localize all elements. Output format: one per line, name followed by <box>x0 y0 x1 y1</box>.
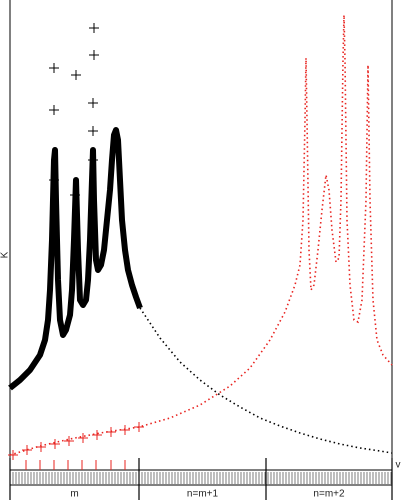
plus-marker <box>120 425 130 435</box>
plus-marker <box>88 126 98 136</box>
dotted-line <box>9 14 393 456</box>
plus-marker <box>88 155 98 165</box>
plus-marker <box>106 427 116 437</box>
dotted-line <box>139 307 393 454</box>
dense-marker-band <box>8 127 143 391</box>
plus-marker <box>70 190 80 200</box>
plus-marker <box>49 63 59 73</box>
section-label: n=m+2 <box>313 489 345 500</box>
plus-marker <box>36 442 46 452</box>
plus-marker <box>8 450 18 460</box>
plus-marker <box>22 445 32 455</box>
plus-marker <box>49 105 59 115</box>
plus-marker <box>134 422 144 432</box>
plus-marker <box>88 98 98 108</box>
plus-marker <box>49 175 59 185</box>
y-axis-label: K <box>0 251 11 258</box>
section-label: n=m+1 <box>187 489 219 500</box>
section-label: m <box>70 489 78 500</box>
plus-marker <box>71 70 81 80</box>
plus-marker <box>89 23 99 33</box>
plus-marker <box>78 433 88 443</box>
plus-marker <box>92 430 102 440</box>
plus-marker <box>89 50 99 60</box>
x-axis-label: v <box>396 460 401 471</box>
plus-marker <box>64 436 74 446</box>
plus-marker <box>50 439 60 449</box>
